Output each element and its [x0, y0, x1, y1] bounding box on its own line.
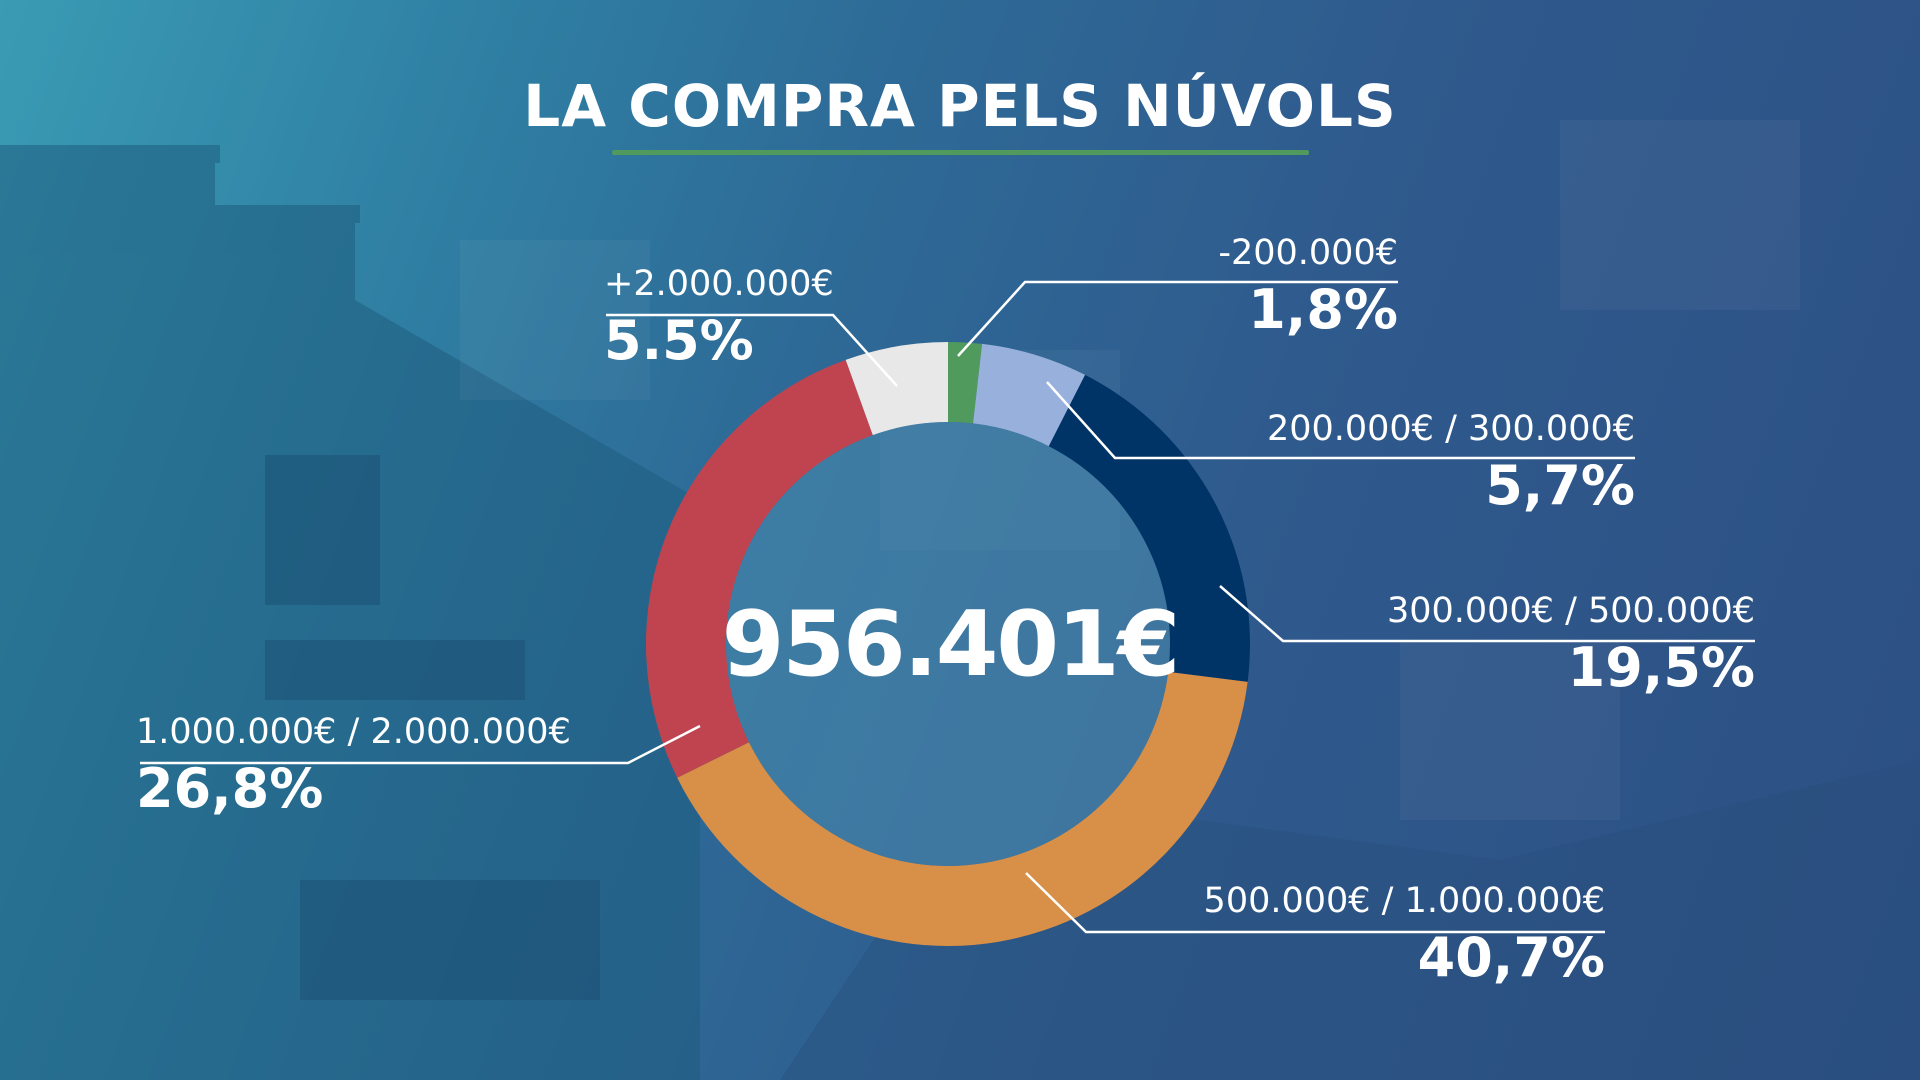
range-500k-1m: 500.000€ / 1.000.000€ [1203, 881, 1605, 921]
range-1m-2m: 1.000.000€ / 2.000.000€ [136, 712, 571, 752]
pct-1m-2m: 26,8% [136, 757, 324, 820]
pct-200k-300k: 5,7% [1485, 454, 1635, 517]
pct-over-2m: 5.5% [604, 309, 754, 372]
slice-300k-500k [1048, 374, 1251, 682]
label-1m-2m: 1.000.000€ / 2.000.000€ 26,8% [136, 711, 571, 821]
slice-200k-300k [973, 343, 1086, 447]
pct-300k-500k: 19,5% [1567, 636, 1755, 699]
slice-under-200k [948, 342, 983, 424]
leader-line-200k-300k [1046, 381, 1635, 460]
center-total-value: 956.401€ [721, 592, 1181, 697]
range-200k-300k: 200.000€ / 300.000€ [1266, 409, 1635, 449]
leader-line-1m-2m [140, 724, 701, 765]
leader-line-500k-1m [1025, 872, 1605, 934]
slice-over-2m [845, 342, 948, 436]
pct-under-200k: 1,8% [1248, 278, 1398, 341]
label-under-200k: -200.000€ 1,8% [1218, 232, 1398, 342]
slice-1m-2m [645, 359, 873, 778]
chart-title: LA COMPRA PELS NÚVOLS [523, 72, 1397, 140]
range-300k-500k: 300.000€ / 500.000€ [1386, 591, 1755, 631]
slice-500k-1m [677, 671, 1248, 946]
leader-line-300k-500k [1219, 585, 1755, 643]
pct-500k-1m: 40,7% [1417, 926, 1605, 989]
label-200k-300k: 200.000€ / 300.000€ 5,7% [1267, 408, 1635, 518]
donut-center-disc [726, 422, 1170, 866]
range-over-2m: +2.000.000€ [604, 264, 834, 304]
label-500k-1m: 500.000€ / 1.000.000€ 40,7% [1204, 880, 1605, 990]
label-over-2m: +2.000.000€ 5.5% [604, 263, 834, 373]
leader-line-over-2m [606, 313, 898, 387]
title-underline [612, 150, 1309, 155]
range-under-200k: -200.000€ [1218, 233, 1398, 273]
leader-line-under-200k [957, 280, 1398, 357]
label-300k-500k: 300.000€ / 500.000€ 19,5% [1387, 590, 1755, 700]
